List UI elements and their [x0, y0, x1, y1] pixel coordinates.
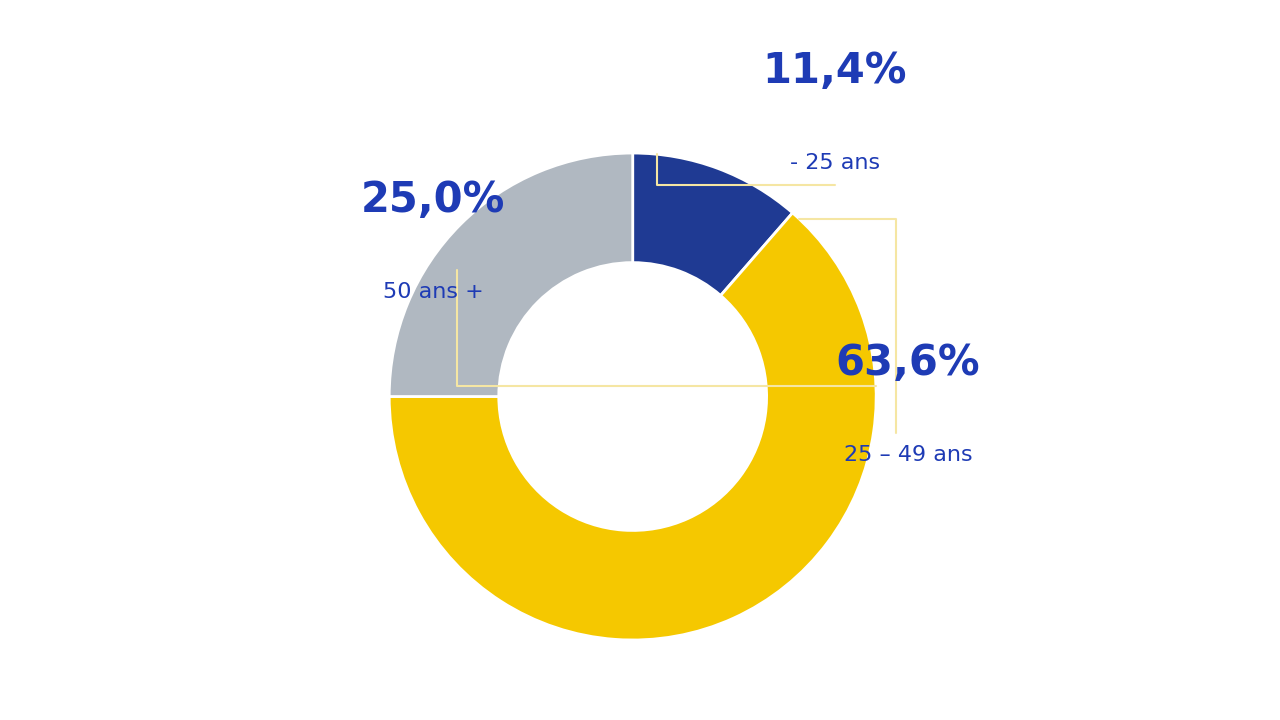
Wedge shape: [389, 153, 632, 397]
Wedge shape: [389, 213, 877, 640]
Text: 63,6%: 63,6%: [836, 342, 980, 384]
Text: 11,4%: 11,4%: [763, 50, 908, 92]
Text: 50 ans +: 50 ans +: [383, 282, 484, 302]
Wedge shape: [632, 153, 792, 295]
Text: Âge: Âge: [63, 73, 142, 114]
Text: 25,0%: 25,0%: [361, 179, 506, 221]
Text: 25 – 49 ans: 25 – 49 ans: [844, 445, 972, 465]
Text: - 25 ans: - 25 ans: [790, 153, 879, 173]
